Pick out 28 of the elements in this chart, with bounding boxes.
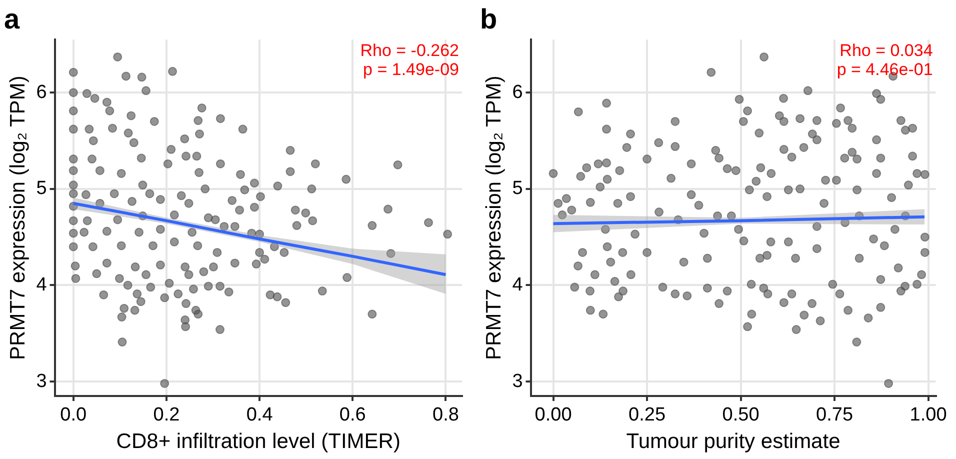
- x-tick-label: 0.8: [432, 404, 459, 426]
- annotation: Rho = 0.034: [840, 40, 933, 60]
- y-tick-label: 6: [512, 82, 523, 103]
- y-axis-title: PRMT7 expression (log₂ TPM): [482, 76, 506, 360]
- y-tick-label: 3: [36, 370, 47, 392]
- x-tick-label: 0.0: [60, 404, 87, 426]
- x-tick-label: 0.2: [153, 404, 180, 426]
- x-tick-label: 0.6: [339, 404, 366, 426]
- x-tick-label: 0.4: [246, 404, 274, 426]
- y-tick-label: 3: [512, 370, 523, 392]
- annotation: p = 4.46e-01: [836, 60, 933, 79]
- y-tick-label: 5: [512, 178, 523, 200]
- y-tick-label: 5: [36, 178, 47, 200]
- annotation: Rho = -0.262: [360, 40, 459, 60]
- x-tick-label: 0.25: [628, 404, 666, 426]
- x-axis-title: Tumour purity estimate: [626, 430, 840, 454]
- x-tick-label: 1.00: [910, 404, 947, 426]
- x-tick-label: 0.00: [534, 404, 572, 426]
- x-tick-label: 0.75: [816, 404, 854, 426]
- y-tick-label: 4: [36, 274, 48, 296]
- chart-title: a: [4, 4, 20, 35]
- y-tick-label: 6: [36, 82, 47, 103]
- y-tick-label: 4: [512, 274, 524, 296]
- x-tick-label: 0.50: [722, 404, 760, 426]
- chart-title: b: [480, 4, 498, 35]
- y-axis-title: PRMT7 expression (log₂ TPM): [6, 76, 30, 360]
- annotation: p = 1.49e-09: [363, 60, 459, 79]
- x-axis-title: CD8+ infiltration level (TIMER): [116, 430, 400, 454]
